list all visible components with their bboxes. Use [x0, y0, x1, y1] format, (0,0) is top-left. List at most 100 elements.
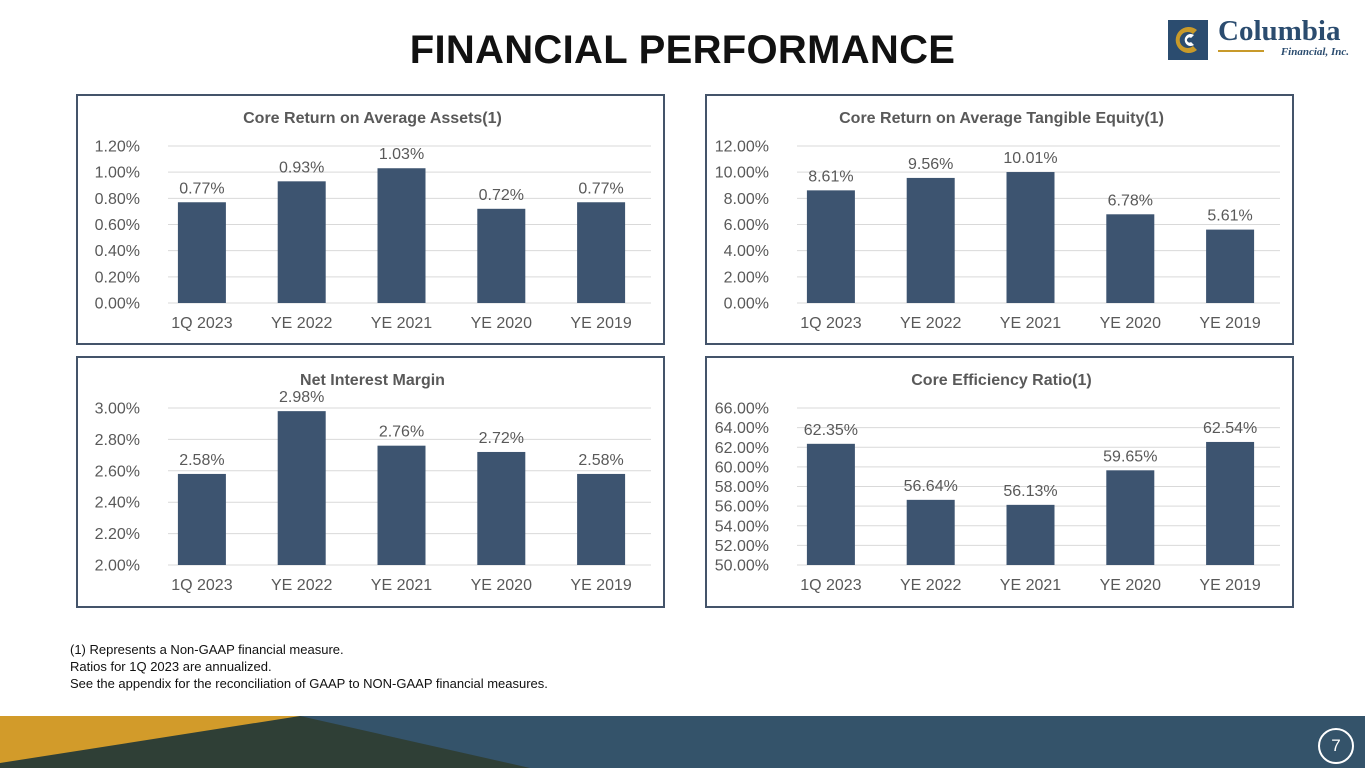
bar — [806, 443, 855, 565]
bar — [1206, 229, 1255, 303]
y-tick-label: 62.00% — [715, 440, 769, 457]
x-category-label: YE 2021 — [1000, 315, 1061, 332]
x-category-label: YE 2022 — [900, 315, 961, 332]
x-category-label: 1Q 2023 — [800, 315, 861, 332]
y-tick-label: 0.20% — [95, 269, 140, 286]
data-label: 0.93% — [279, 159, 324, 176]
footnote-line: Ratios for 1Q 2023 are annualized. — [70, 659, 272, 674]
y-tick-label: 1.20% — [95, 139, 140, 156]
page-number-badge: 7 — [1318, 728, 1354, 764]
y-tick-label: 50.00% — [715, 558, 769, 575]
chart-roaa: Core Return on Average Assets(1) 0.00% 0.2… — [95, 110, 651, 332]
bar — [277, 181, 326, 303]
y-tick-label: 8.00% — [724, 191, 769, 208]
data-label: 2.98% — [279, 389, 324, 406]
chart-panel-nim: Net Interest Margin 2.00% 2.20% 2.40% 2.60% 2… — [76, 356, 665, 608]
chart-nim: Net Interest Margin 2.00% 2.20% 2.40% 2.60% 2… — [95, 372, 651, 594]
x-category-label: YE 2022 — [271, 315, 332, 332]
y-tick-label: 2.00% — [95, 558, 140, 575]
data-label: 9.56% — [908, 156, 953, 173]
data-label: 5.61% — [1207, 208, 1252, 225]
y-tick-label: 10.00% — [715, 165, 769, 182]
data-label: 8.61% — [808, 168, 853, 185]
bar — [477, 208, 526, 303]
chart-title: Core Return on Average Tangible Equity(1… — [839, 110, 1164, 127]
bar — [1106, 214, 1155, 303]
y-tick-label: 3.00% — [95, 401, 140, 418]
y-tick-label: 2.60% — [95, 463, 140, 480]
x-category-label: YE 2020 — [1100, 577, 1161, 594]
y-tick-label: 60.00% — [715, 459, 769, 476]
x-category-label: YE 2021 — [1000, 577, 1061, 594]
logo-underline — [1218, 50, 1264, 52]
x-category-label: 1Q 2023 — [800, 577, 861, 594]
data-label: 56.64% — [904, 478, 958, 495]
footnotes: (1) Represents a Non-GAAP financial meas… — [70, 641, 548, 692]
x-category-label: YE 2019 — [1199, 315, 1260, 332]
data-label: 62.35% — [804, 422, 858, 439]
data-label: 2.58% — [578, 452, 623, 469]
footnote-line: See the appendix for the reconciliation … — [70, 676, 548, 691]
y-tick-label: 6.00% — [724, 217, 769, 234]
y-tick-label: 0.60% — [95, 217, 140, 234]
bar — [906, 177, 955, 303]
bar — [577, 473, 626, 565]
x-category-label: YE 2022 — [900, 577, 961, 594]
x-category-label: 1Q 2023 — [171, 315, 232, 332]
data-label: 0.72% — [479, 187, 524, 204]
columbia-emblem-icon — [1168, 20, 1208, 60]
data-label: 62.54% — [1203, 420, 1257, 437]
data-label: 0.77% — [578, 180, 623, 197]
data-label: 1.03% — [379, 146, 424, 163]
y-tick-label: 1.00% — [95, 165, 140, 182]
data-label: 2.76% — [379, 424, 424, 441]
chart-title: Net Interest Margin — [300, 372, 445, 389]
bar — [1106, 470, 1155, 565]
x-category-label: YE 2021 — [371, 315, 432, 332]
bar — [377, 445, 426, 565]
bar — [277, 411, 326, 565]
chart-panel-efficiency: Core Efficiency Ratio(1) 50.00% 52.00% 54.0… — [705, 356, 1294, 608]
bar — [906, 499, 955, 565]
footer-gold-wedge — [0, 716, 300, 763]
y-tick-label: 2.20% — [95, 526, 140, 543]
bar — [377, 168, 426, 303]
y-tick-label: 0.00% — [724, 296, 769, 313]
bar — [1006, 504, 1055, 565]
y-tick-label: 66.00% — [715, 401, 769, 418]
data-label: 0.77% — [179, 180, 224, 197]
bar — [1006, 172, 1055, 303]
bar — [477, 451, 526, 565]
footer-band — [0, 716, 1365, 768]
x-category-label: YE 2020 — [471, 577, 532, 594]
x-category-label: YE 2020 — [1100, 315, 1161, 332]
x-category-label: YE 2019 — [1199, 577, 1260, 594]
x-category-label: 1Q 2023 — [171, 577, 232, 594]
x-category-label: YE 2019 — [570, 577, 631, 594]
y-tick-label: 4.00% — [724, 243, 769, 260]
y-tick-label: 12.00% — [715, 139, 769, 156]
bar — [1206, 441, 1255, 565]
chart-rote: Core Return on Average Tangible Equity(1… — [715, 110, 1280, 332]
data-label: 10.01% — [1003, 150, 1057, 167]
chart-panel-roaa: Core Return on Average Assets(1) 0.00% 0.2… — [76, 94, 665, 345]
chart-panel-rote: Core Return on Average Tangible Equity(1… — [705, 94, 1294, 345]
data-label: 2.58% — [179, 452, 224, 469]
data-label: 2.72% — [479, 430, 524, 447]
chart-efficiency: Core Efficiency Ratio(1) 50.00% 52.00% 54.0… — [715, 372, 1280, 594]
y-tick-label: 2.80% — [95, 432, 140, 449]
chart-title: Core Efficiency Ratio(1) — [911, 372, 1091, 389]
x-category-label: YE 2021 — [371, 577, 432, 594]
page-title: FINANCIAL PERFORMANCE — [409, 28, 956, 72]
x-category-label: YE 2020 — [471, 315, 532, 332]
y-tick-label: 54.00% — [715, 518, 769, 535]
footnote-line: (1) Represents a Non-GAAP financial meas… — [70, 642, 344, 657]
y-tick-label: 64.00% — [715, 420, 769, 437]
logo-subtitle: Financial, Inc. — [1280, 46, 1349, 58]
data-label: 56.13% — [1003, 483, 1057, 500]
y-tick-label: 58.00% — [715, 479, 769, 496]
y-tick-label: 0.00% — [95, 296, 140, 313]
bar — [577, 202, 626, 303]
logo-wordmark: Columbia — [1218, 15, 1341, 47]
y-tick-label: 0.40% — [95, 243, 140, 260]
